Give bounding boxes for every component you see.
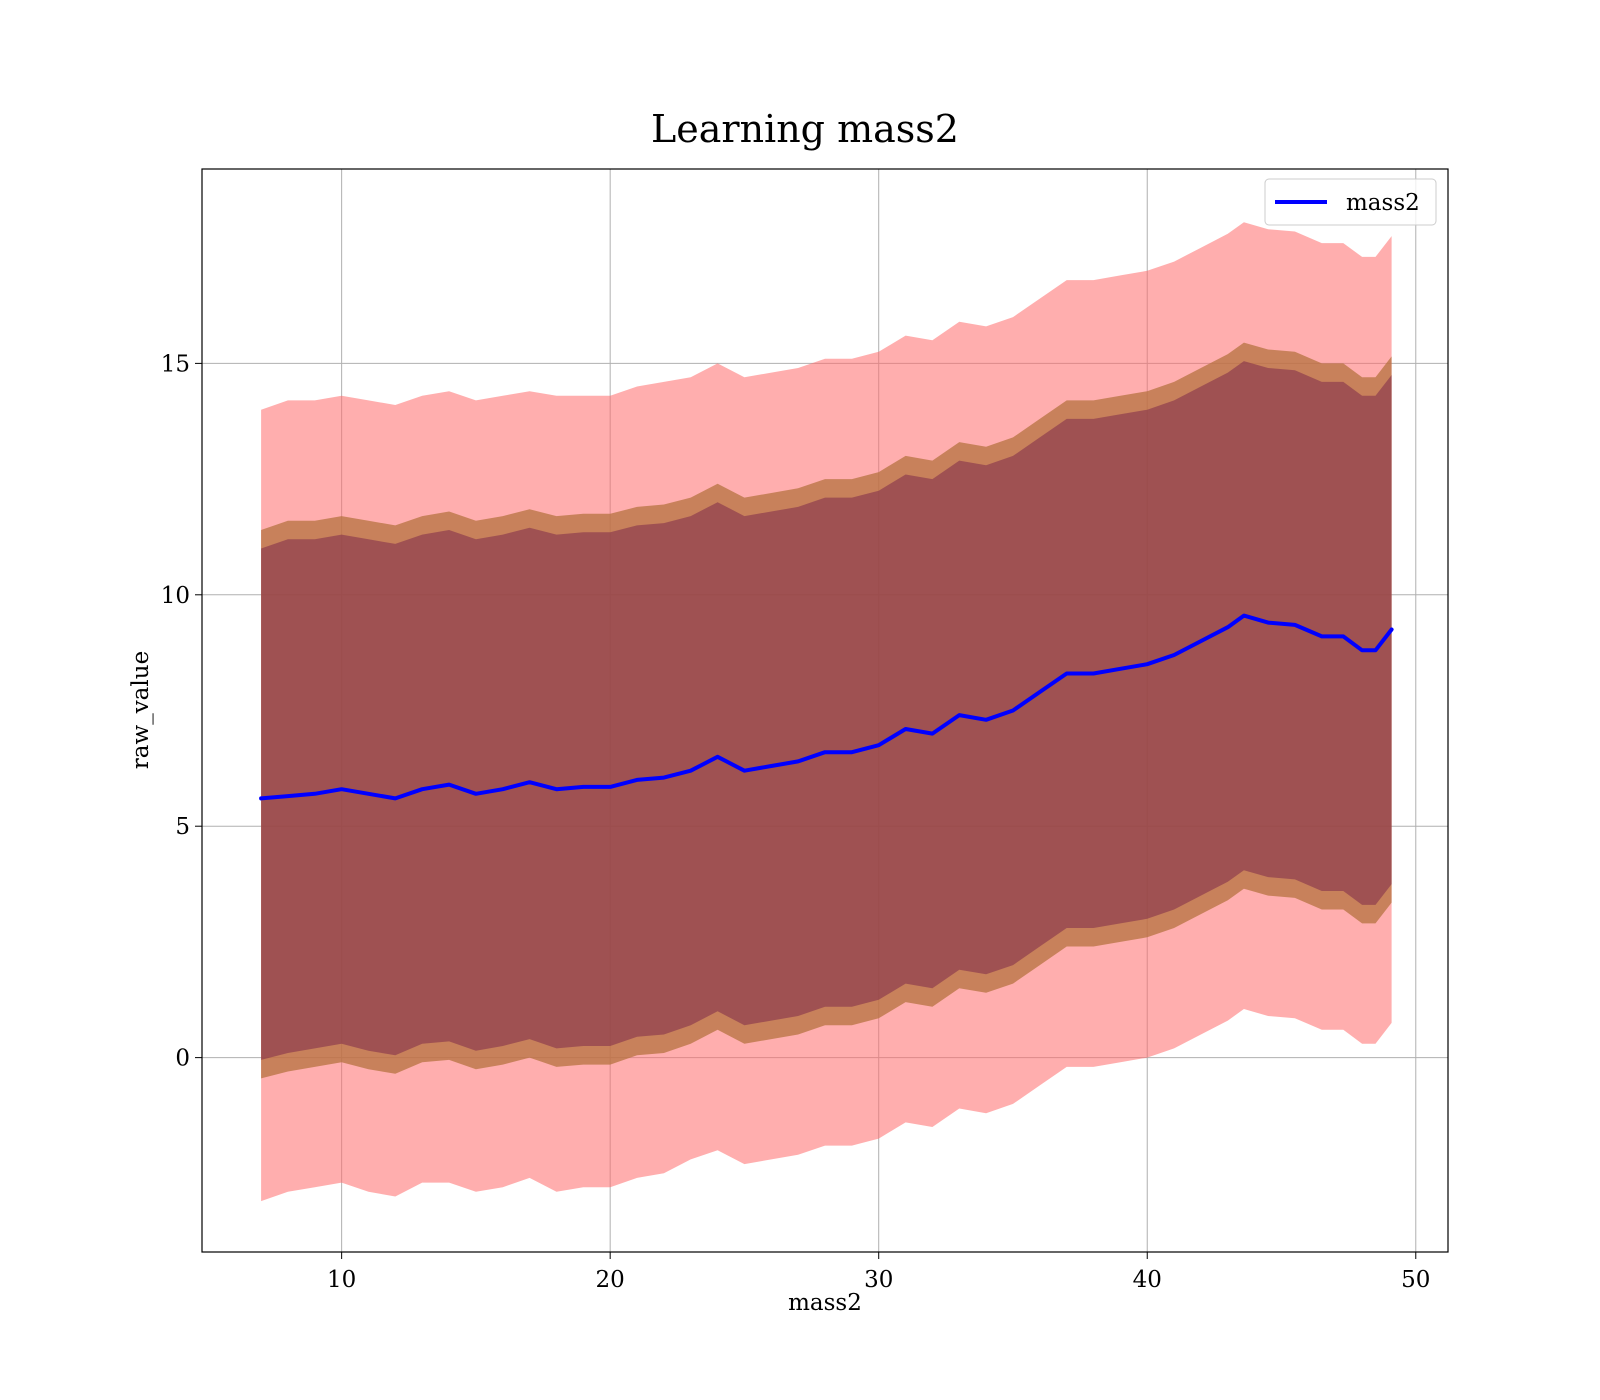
legend-label: mass2 <box>1346 190 1420 216</box>
x-axis-label: mass2 <box>788 1290 862 1316</box>
tick-layer: 10 20 30 40 50 0 5 10 15 <box>161 351 1431 1293</box>
y-axis-label: raw_value <box>128 651 154 769</box>
y-tick-label: 0 <box>175 1046 190 1072</box>
x-tick-label: 10 <box>327 1267 356 1293</box>
line-layer <box>259 613 1394 801</box>
plot-frame <box>201 168 1449 1253</box>
x-tick-label: 20 <box>596 1267 625 1293</box>
legend: mass2 <box>1264 178 1437 226</box>
y-tick-label: 10 <box>161 583 190 609</box>
y-tick-label: 15 <box>161 351 190 377</box>
x-tick-label: 50 <box>1401 1267 1430 1293</box>
chart-title: Learning mass2 <box>651 107 959 151</box>
inner-band <box>261 361 1392 1060</box>
series-line-mass2 <box>259 613 1394 801</box>
legend-box <box>1264 178 1437 226</box>
band-layer <box>261 222 1392 1202</box>
y-tick-label: 5 <box>175 814 190 840</box>
x-tick-label: 40 <box>1133 1267 1162 1293</box>
x-tick-label: 30 <box>864 1267 893 1293</box>
